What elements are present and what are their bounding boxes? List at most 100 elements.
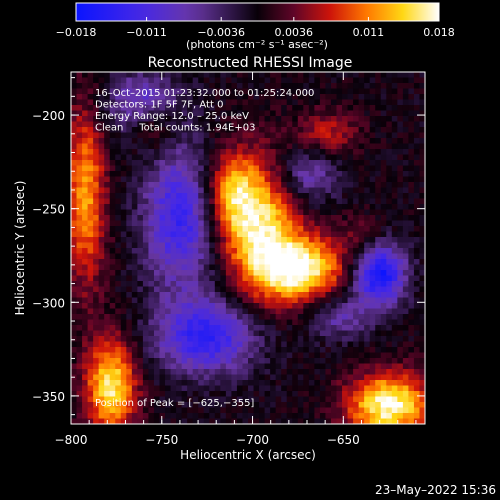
heatmap-cell — [203, 270, 210, 277]
heatmap-cell — [342, 413, 349, 420]
heatmap-cell — [397, 253, 404, 260]
heatmap-cell — [342, 325, 349, 332]
heatmap-cell — [353, 248, 360, 255]
heatmap-cell — [187, 286, 194, 293]
heatmap-cell — [402, 105, 410, 112]
heatmap-cell — [76, 204, 83, 211]
heatmap-cell — [153, 286, 161, 293]
heatmap-cell — [198, 402, 205, 409]
heatmap-cell — [104, 83, 111, 90]
heatmap-cell — [98, 336, 105, 343]
heatmap-cell — [413, 105, 421, 112]
heatmap-cell — [397, 193, 404, 200]
heatmap-cell — [281, 242, 288, 249]
heatmap-cell — [236, 319, 244, 326]
heatmap-cell — [198, 72, 205, 79]
heatmap-cell — [397, 215, 404, 222]
heatmap-cell — [214, 105, 221, 112]
heatmap-cell — [225, 132, 233, 139]
heatmap-cell — [126, 286, 133, 293]
heatmap-cell — [325, 127, 332, 134]
heatmap-cell — [203, 248, 210, 255]
heatmap-cell — [297, 303, 304, 310]
heatmap-cell — [98, 72, 105, 79]
heatmap-cell — [375, 105, 382, 112]
heatmap-cell — [236, 308, 244, 315]
heatmap-cell — [275, 149, 282, 156]
heatmap-cell — [308, 105, 315, 112]
heatmap-cell — [170, 116, 177, 123]
heatmap-cell — [131, 143, 138, 150]
heatmap-cell — [270, 369, 277, 376]
heatmap-cell — [214, 352, 221, 359]
heatmap-cell — [176, 176, 183, 183]
heatmap-cell — [82, 242, 89, 249]
heatmap-cell — [397, 242, 404, 249]
heatmap-cell — [408, 99, 415, 106]
heatmap-cell — [386, 407, 393, 414]
heatmap-cell — [391, 176, 398, 183]
heatmap-cell — [286, 391, 293, 398]
heatmap-cell — [397, 138, 404, 145]
heatmap-cell — [259, 374, 266, 381]
heatmap-cell — [319, 220, 327, 227]
heatmap-cell — [336, 237, 343, 244]
heatmap-cell — [142, 105, 150, 112]
heatmap-cell — [353, 226, 360, 233]
heatmap-cell — [386, 259, 393, 266]
heatmap-cell — [391, 347, 398, 354]
heatmap-cell — [71, 264, 78, 271]
heatmap-cell — [209, 72, 216, 79]
heatmap-cell — [375, 275, 382, 282]
heatmap-cell — [159, 319, 166, 326]
heatmap-cell — [386, 347, 393, 354]
heatmap-cell — [297, 253, 304, 260]
heatmap-cell — [292, 149, 299, 156]
heatmap-cell — [87, 182, 94, 189]
heatmap-cell — [220, 363, 227, 370]
heatmap-cell — [192, 402, 199, 409]
heatmap-cell — [142, 325, 150, 332]
heatmap-cell — [369, 292, 376, 299]
heatmap-cell — [353, 330, 360, 337]
heatmap-cell — [109, 314, 116, 321]
heatmap-cell — [231, 248, 238, 255]
heatmap-cell — [93, 171, 100, 178]
heatmap-cell — [159, 226, 166, 233]
heatmap-cell — [192, 396, 199, 403]
heatmap-cell — [364, 99, 371, 106]
heatmap-cell — [115, 352, 122, 359]
heatmap-cell — [402, 319, 410, 326]
heatmap-cell — [391, 209, 398, 216]
heatmap-cell — [93, 352, 100, 359]
heatmap-cell — [292, 330, 299, 337]
heatmap-cell — [397, 127, 404, 134]
heatmap-cell — [314, 347, 321, 354]
heatmap-cell — [419, 308, 425, 315]
heatmap-cell — [209, 275, 216, 282]
heatmap-cell — [281, 380, 288, 387]
heatmap-cell — [137, 121, 144, 128]
heatmap-cell — [253, 286, 260, 293]
heatmap-cell — [176, 264, 183, 271]
heatmap-cell — [253, 171, 260, 178]
heatmap-cell — [148, 204, 155, 211]
heatmap-cell — [286, 215, 293, 222]
heatmap-cell — [71, 220, 78, 227]
heatmap-cell — [386, 94, 393, 101]
heatmap-cell — [253, 72, 260, 79]
heatmap-cell — [181, 77, 188, 84]
heatmap-cell — [314, 226, 321, 233]
heatmap-cell — [98, 77, 105, 84]
colorbar-tick-label: 0.011 — [353, 26, 385, 39]
heatmap-cell — [98, 303, 105, 310]
heatmap-cell — [142, 319, 150, 326]
heatmap-cell — [104, 105, 111, 112]
heatmap-cell — [314, 99, 321, 106]
heatmap-cell — [297, 259, 304, 266]
heatmap-cell — [297, 413, 304, 420]
heatmap-cell — [126, 396, 133, 403]
heatmap-cell — [225, 292, 233, 299]
heatmap-cell — [76, 391, 83, 398]
heatmap-cell — [358, 149, 365, 156]
